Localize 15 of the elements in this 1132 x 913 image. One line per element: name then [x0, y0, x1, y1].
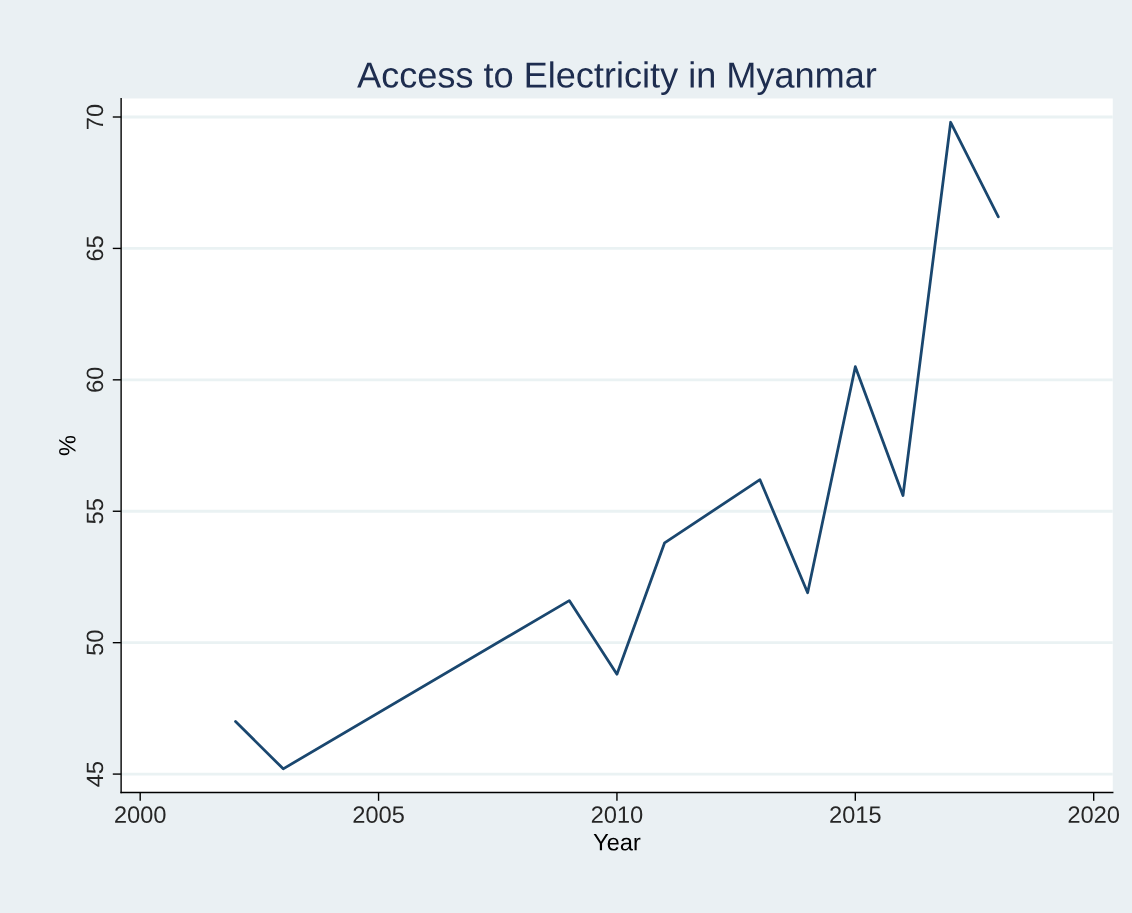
line-series [234, 120, 1000, 771]
y-tick-label: 60 [86, 367, 104, 392]
x-tick-label: 2010 [591, 806, 643, 824]
y-tick-label: 50 [86, 630, 104, 655]
x-tick-label: 2015 [830, 806, 881, 824]
y-tick-label: 70 [86, 104, 104, 129]
x-tick-label: 2020 [1068, 806, 1120, 824]
x-tick-label: 2005 [353, 806, 404, 824]
x-axis-title: Year [593, 834, 641, 851]
y-axis-title: % [59, 435, 76, 456]
y-tick-label: 45 [86, 761, 104, 787]
x-tick-label: 2000 [115, 806, 166, 824]
y-tick-label: 65 [86, 236, 104, 261]
chart-title: Access to Electricity in Myanmar [357, 61, 877, 95]
y-tick-label: 55 [86, 499, 104, 524]
